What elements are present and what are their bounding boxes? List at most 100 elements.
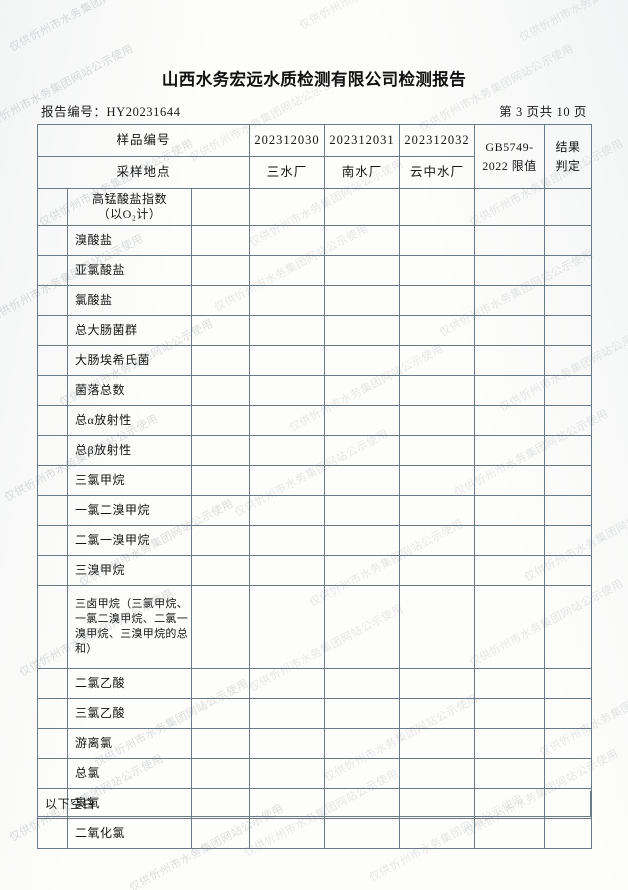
- parameter-name-line1: 高锰酸盐指数: [91, 192, 167, 206]
- parameter-name: 一氯二溴甲烷: [67, 495, 192, 526]
- unit-cell: [191, 345, 250, 376]
- judgement-cell: [544, 225, 592, 256]
- value-sample-1: [249, 495, 325, 526]
- header-sample-id-1: 202312030: [249, 124, 325, 157]
- value-sample-2: [324, 555, 400, 586]
- value-sample-1: [249, 255, 325, 286]
- table-head: 样品编号 202312030 202312031 202312032 GB574…: [37, 124, 592, 189]
- value-sample-1: [249, 285, 325, 316]
- judgement-cell: [544, 728, 592, 759]
- row-index: [37, 315, 68, 346]
- value-sample-2: [324, 728, 400, 759]
- value-sample-3: [399, 585, 475, 669]
- unit-cell: [191, 188, 250, 226]
- header-standard-limit-line2: 2022 限值: [482, 158, 537, 173]
- judgement-cell: [544, 375, 592, 406]
- table-row: 三氯乙酸: [37, 698, 592, 729]
- row-index: [37, 345, 68, 376]
- limit-cell: [474, 698, 545, 729]
- judgement-cell: [544, 585, 592, 669]
- table-row: 高锰酸盐指数 （以O₂计）: [37, 188, 592, 226]
- unit-cell: [191, 555, 250, 586]
- value-sample-3: [399, 728, 475, 759]
- header-judgement: 结果 判定: [544, 124, 592, 189]
- row-index: [37, 225, 68, 256]
- parameter-name: 氯酸盐: [67, 285, 192, 316]
- header-row-sample-no: 样品编号 202312030 202312031 202312032 GB574…: [37, 124, 592, 189]
- watermark-text: 仅供忻州市水务集团网站公示使用: [516, 0, 628, 45]
- table-row: 菌落总数: [37, 375, 592, 406]
- parameter-name: 三溴甲烷: [67, 555, 192, 586]
- parameter-name: 大肠埃希氏菌: [67, 345, 192, 376]
- value-sample-1: [249, 465, 325, 496]
- table-row: 亚氯酸盐: [37, 255, 592, 286]
- row-index: [37, 728, 68, 759]
- unit-cell: [191, 818, 250, 849]
- parameter-name: 亚氯酸盐: [67, 255, 192, 286]
- judgement-cell: [544, 405, 592, 436]
- value-sample-2: [324, 345, 400, 376]
- table-row: 总α放射性: [37, 405, 592, 436]
- value-sample-2: [324, 668, 400, 699]
- value-sample-1: [249, 758, 325, 789]
- value-sample-3: [399, 435, 475, 466]
- limit-cell: [474, 818, 545, 849]
- value-sample-1: [249, 405, 325, 436]
- parameter-name: 游离氯: [67, 728, 192, 759]
- judgement-cell: [544, 345, 592, 376]
- header-site-1: 三水厂: [249, 156, 325, 189]
- blank-below-note: 以下空白: [37, 791, 591, 817]
- limit-cell: [474, 435, 545, 466]
- value-sample-1: [249, 315, 325, 346]
- limit-cell: [474, 555, 545, 586]
- value-sample-2: [324, 465, 400, 496]
- unit-cell: [191, 698, 250, 729]
- header-standard-limit: GB5749- 2022 限值: [474, 124, 545, 189]
- judgement-cell: [544, 255, 592, 286]
- table-row: 三溴甲烷: [37, 555, 592, 586]
- value-sample-2: [324, 495, 400, 526]
- table-row: 氯酸盐: [37, 285, 592, 316]
- header-row-sampling-site: 采样地点 三水厂 南水厂 云中水厂: [37, 156, 592, 189]
- row-index: [37, 698, 68, 729]
- table-row: 总大肠菌群: [37, 315, 592, 346]
- page-number: 第 3 页共 10 页: [499, 105, 587, 119]
- unit-cell: [191, 405, 250, 436]
- row-index: [37, 188, 68, 226]
- value-sample-1: [249, 555, 325, 586]
- parameter-name-text: 三卤甲烷（三氯甲烷、一氯二溴甲烷、二氯一溴甲烷、三溴甲烷的总和）: [75, 598, 188, 655]
- judgement-cell: [544, 555, 592, 586]
- unit-cell: [191, 585, 250, 669]
- value-sample-3: [399, 285, 475, 316]
- parameter-name: 三卤甲烷（三氯甲烷、一氯二溴甲烷、二氯一溴甲烷、三溴甲烷的总和）: [67, 585, 192, 669]
- limit-cell: [474, 188, 545, 226]
- table-row: 二氯乙酸: [37, 668, 592, 699]
- parameter-name-line2: （以O₂计）: [97, 207, 162, 221]
- limit-cell: [474, 255, 545, 286]
- value-sample-3: [399, 525, 475, 556]
- parameter-name: 二氧化氯: [67, 818, 192, 849]
- header-sample-id-2: 202312031: [324, 124, 400, 157]
- parameter-name: 二氯一溴甲烷: [67, 525, 192, 556]
- value-sample-1: [249, 728, 325, 759]
- value-sample-1: [249, 585, 325, 669]
- header-sampling-site: 采样地点: [37, 156, 250, 189]
- value-sample-2: [324, 188, 400, 226]
- header-sample-no: 样品编号: [37, 124, 250, 157]
- water-quality-results-table: 样品编号 202312030 202312031 202312032 GB574…: [37, 124, 592, 849]
- table-row: 游离氯: [37, 728, 592, 759]
- watermark-text: 仅供忻州市水务集团网站公示使用: [296, 0, 456, 33]
- row-index: [37, 495, 68, 526]
- row-index: [37, 668, 68, 699]
- parameter-name: 菌落总数: [67, 375, 192, 406]
- header-judgement-line2: 判定: [555, 158, 581, 173]
- value-sample-1: [249, 225, 325, 256]
- row-index: [37, 285, 68, 316]
- judgement-cell: [544, 668, 592, 699]
- table-row: 溴酸盐: [37, 225, 592, 256]
- parameter-name: 溴酸盐: [67, 225, 192, 256]
- report-number: 报告编号：HY20231644: [41, 105, 181, 119]
- value-sample-3: [399, 495, 475, 526]
- unit-cell: [191, 758, 250, 789]
- limit-cell: [474, 375, 545, 406]
